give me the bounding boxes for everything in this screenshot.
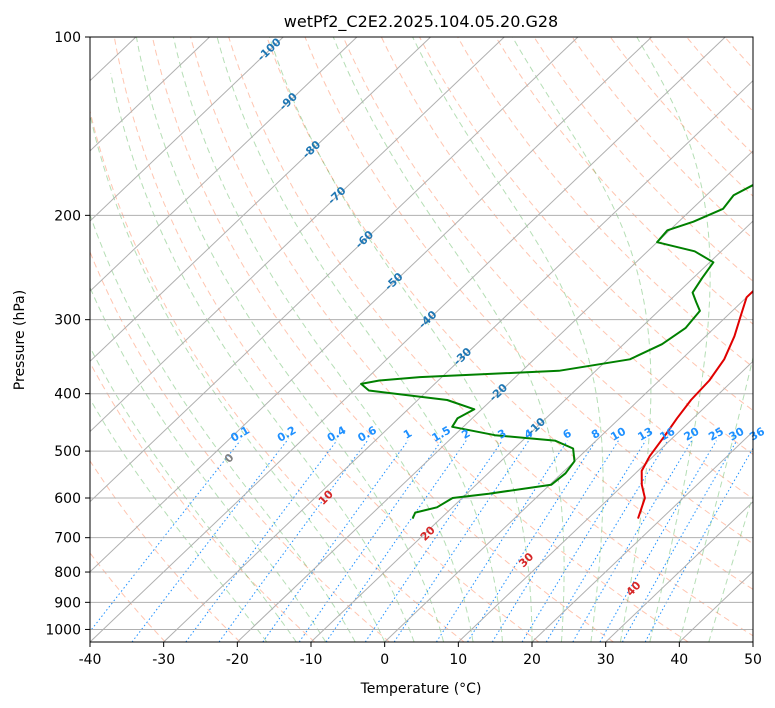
moist-adiabat	[412, 37, 604, 642]
mixing-ratio-line	[325, 440, 467, 642]
y-tick-label: 700	[54, 531, 81, 547]
x-tick-label: -40	[79, 652, 102, 668]
dewpoint-line	[360, 183, 753, 519]
mixing-ratio-line	[218, 440, 368, 642]
moist-adiabat	[332, 37, 565, 642]
y-tick-label: 800	[54, 565, 81, 581]
mixing-ratio-line	[90, 440, 241, 633]
temperature-line	[637, 289, 753, 519]
y-tick-label: 400	[54, 387, 81, 403]
isotherm-line	[90, 37, 579, 503]
dry-adiabat	[419, 37, 753, 412]
dry-adiabat	[190, 37, 689, 642]
moist-adiabat	[90, 346, 297, 642]
mixing-ratio-line	[262, 440, 409, 642]
isotherm-line	[163, 80, 753, 642]
chart-title: wetPf2_C2E2.2025.104.05.20.G28	[284, 12, 558, 32]
mixing-ratio-line	[545, 440, 669, 642]
dry-adiabat	[151, 37, 614, 642]
mixing-ratio-line	[572, 440, 693, 642]
moist-adiabat	[135, 37, 445, 642]
x-tick-label: 0	[380, 652, 389, 668]
isotherm-line	[90, 37, 284, 222]
x-tick-label: -20	[226, 652, 249, 668]
y-tick-label: 300	[54, 313, 81, 329]
dry-adiabat	[266, 37, 753, 590]
isotherm-line	[531, 430, 753, 642]
isotherm-line	[457, 360, 753, 642]
moist-adiabat	[90, 286, 327, 642]
x-tick-label: 10	[449, 652, 467, 668]
moist-adiabat	[708, 493, 753, 642]
x-axis-ticks: -40 -30 -20 -10 0 10 20 30 40 50	[79, 642, 762, 668]
mixing-ratio-line	[521, 440, 647, 642]
x-tick-label: 20	[523, 652, 541, 668]
isotherm-line	[90, 37, 210, 152]
mixing-ratio-line	[621, 440, 738, 642]
isotherm-line	[90, 37, 726, 642]
moist-adiabat	[636, 37, 711, 642]
isotherm-line	[90, 37, 358, 292]
moist-adiabat	[90, 112, 386, 642]
isotherm-line	[90, 37, 431, 363]
plot-frame	[89, 36, 754, 643]
y-tick-label: 100	[54, 30, 81, 46]
moist-adiabat	[511, 37, 652, 642]
y-tick-label: 200	[54, 208, 81, 224]
dry-adiabat	[380, 37, 753, 455]
dry-adiabat	[304, 37, 753, 545]
dry-adiabat	[648, 37, 753, 155]
moist-adiabat	[678, 355, 753, 642]
sounding-lines	[360, 183, 753, 519]
isotherm-line	[384, 290, 753, 642]
x-tick-label: -30	[152, 652, 175, 668]
x-axis-title: Temperature (°C)	[360, 681, 482, 697]
dry-adiabat	[609, 37, 753, 197]
isotherm-line	[236, 150, 753, 642]
mixing-ratio-line	[364, 440, 503, 642]
x-tick-label: -10	[300, 652, 323, 668]
y-axis-title: Pressure (hPa)	[12, 290, 28, 390]
isotherm-line	[90, 37, 505, 433]
y-tick-label: 1000	[45, 622, 81, 638]
moist-adiabat	[216, 37, 503, 642]
mixing-ratio-line	[393, 440, 530, 642]
x-tick-label: 30	[597, 652, 615, 668]
mixing-ratio-line	[298, 440, 443, 642]
y-tick-label: 900	[54, 595, 81, 611]
dry-adiabat	[90, 109, 465, 642]
y-tick-label: 500	[54, 444, 81, 460]
isotherm-line	[310, 220, 753, 642]
background-lines	[90, 37, 753, 642]
grid-lines	[90, 37, 753, 642]
y-tick-label: 600	[54, 491, 81, 507]
dry-adiabat	[90, 361, 316, 642]
isotherm-line	[605, 500, 753, 642]
dry-adiabat	[113, 37, 540, 642]
moist-adiabat	[90, 213, 356, 642]
moist-adiabat	[110, 72, 415, 642]
moist-adiabat	[172, 37, 474, 642]
dry-adiabat	[228, 37, 753, 637]
x-tick-label: 40	[670, 652, 688, 668]
moist-adiabat	[268, 37, 533, 642]
dry-adiabat	[457, 37, 753, 368]
isotherm-line	[90, 37, 652, 573]
dry-adiabat	[533, 37, 753, 282]
x-tick-label: 50	[744, 652, 762, 668]
y-axis-ticks: 100 200 300 400 500 600 700 800 900 1000	[45, 30, 90, 638]
plot-background	[90, 37, 753, 642]
